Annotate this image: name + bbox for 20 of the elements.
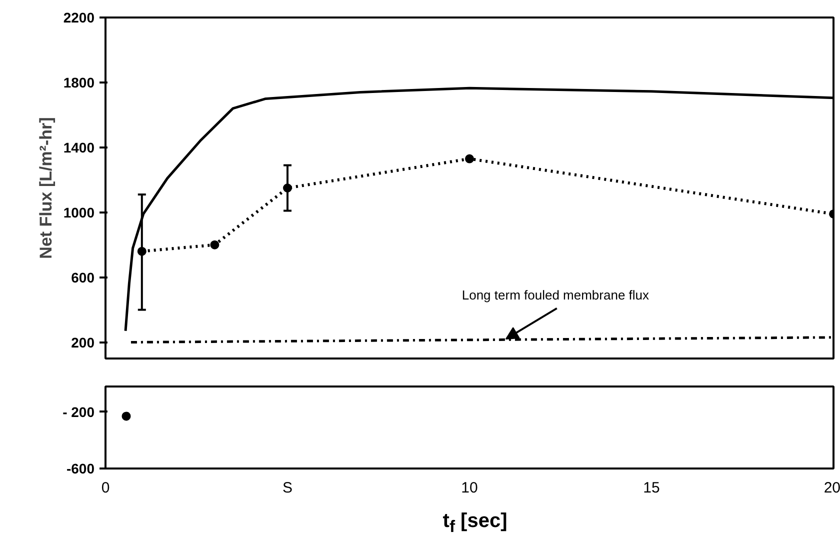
x-tick-label: 0 bbox=[101, 480, 110, 496]
x-axis-title: t$_{f}$ [sec] bbox=[442, 509, 508, 538]
y-tick-label: -600 bbox=[66, 460, 95, 476]
y-tick-label: - 200 bbox=[62, 404, 95, 420]
y-tick-label: 600 bbox=[71, 269, 95, 286]
point bbox=[465, 154, 474, 164]
y-tick-label: 2200 bbox=[63, 10, 95, 26]
annotation: Long term fouled membrane flux bbox=[462, 287, 650, 302]
point bbox=[137, 246, 146, 256]
y-axis-title: Net Flux [L/m²-hr] bbox=[36, 117, 56, 259]
y-tick-label: 1400 bbox=[63, 139, 95, 156]
point bbox=[210, 240, 220, 250]
y-tick-label: 1000 bbox=[63, 204, 95, 220]
x-tick-label: S bbox=[282, 480, 293, 496]
point bbox=[283, 184, 292, 192]
y-tick-label: 200 bbox=[71, 334, 95, 350]
x-tick-label: 15 bbox=[643, 480, 660, 496]
y-tick-label: 1800 bbox=[63, 74, 95, 90]
x-tick-label: 10 bbox=[461, 480, 478, 496]
x-tick-label: 20 bbox=[824, 480, 840, 496]
